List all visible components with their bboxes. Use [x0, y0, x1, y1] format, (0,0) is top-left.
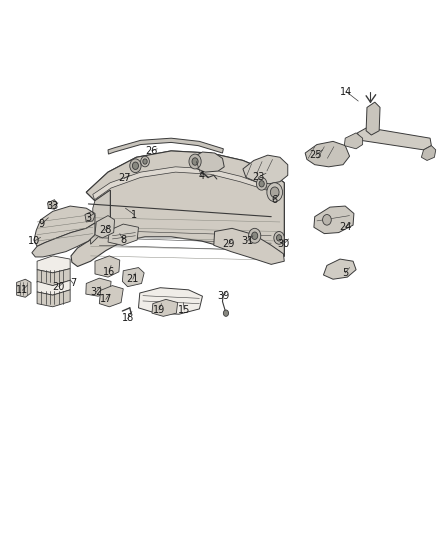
Text: 14: 14: [340, 86, 352, 96]
Circle shape: [259, 181, 264, 187]
Polygon shape: [37, 290, 70, 307]
Polygon shape: [193, 152, 224, 172]
Circle shape: [223, 310, 229, 317]
Polygon shape: [34, 206, 95, 246]
Polygon shape: [108, 138, 223, 154]
Text: 6: 6: [272, 195, 278, 205]
Circle shape: [249, 228, 261, 243]
Polygon shape: [122, 268, 144, 287]
Text: 28: 28: [99, 225, 111, 236]
Circle shape: [132, 162, 138, 169]
Text: 5: 5: [342, 268, 348, 278]
Polygon shape: [152, 300, 178, 317]
Polygon shape: [17, 279, 31, 297]
Circle shape: [192, 158, 198, 165]
Text: 26: 26: [145, 146, 158, 156]
Text: 23: 23: [252, 172, 265, 182]
Circle shape: [267, 183, 283, 202]
Polygon shape: [37, 256, 70, 273]
Circle shape: [189, 154, 201, 169]
Polygon shape: [357, 127, 431, 150]
Circle shape: [130, 159, 141, 173]
Text: 7: 7: [70, 278, 76, 288]
Circle shape: [276, 235, 282, 241]
Polygon shape: [91, 190, 110, 244]
Polygon shape: [37, 280, 70, 295]
Text: 24: 24: [339, 222, 351, 232]
Text: 32: 32: [90, 287, 102, 297]
Polygon shape: [85, 212, 95, 222]
Polygon shape: [344, 133, 363, 149]
Circle shape: [270, 187, 279, 198]
Polygon shape: [37, 269, 70, 286]
Text: 30: 30: [277, 239, 290, 249]
Polygon shape: [214, 228, 284, 264]
Polygon shape: [71, 151, 284, 266]
Text: 29: 29: [223, 239, 235, 249]
Text: 9: 9: [39, 219, 45, 229]
Polygon shape: [95, 216, 115, 238]
Text: 31: 31: [241, 236, 254, 246]
Text: 11: 11: [16, 285, 28, 295]
Polygon shape: [47, 200, 57, 209]
Text: 3: 3: [85, 213, 92, 223]
Polygon shape: [138, 288, 202, 314]
Polygon shape: [323, 259, 356, 279]
Polygon shape: [99, 286, 123, 307]
Text: 20: 20: [53, 281, 65, 292]
Circle shape: [322, 215, 331, 225]
Polygon shape: [32, 223, 95, 257]
Polygon shape: [93, 167, 267, 200]
Text: 10: 10: [28, 236, 41, 246]
Text: 17: 17: [100, 294, 112, 304]
Text: 27: 27: [118, 173, 131, 183]
Text: 25: 25: [309, 150, 322, 160]
Text: 8: 8: [120, 235, 126, 245]
Text: 4: 4: [198, 172, 205, 181]
Polygon shape: [366, 102, 380, 135]
Circle shape: [143, 159, 147, 164]
Circle shape: [256, 177, 267, 190]
Text: 39: 39: [217, 291, 230, 301]
Polygon shape: [314, 206, 354, 233]
Circle shape: [252, 232, 258, 239]
Text: 33: 33: [46, 201, 59, 211]
Polygon shape: [108, 224, 138, 245]
Polygon shape: [95, 256, 120, 277]
Polygon shape: [305, 141, 350, 167]
Polygon shape: [243, 155, 288, 184]
Polygon shape: [86, 151, 284, 201]
Text: 15: 15: [178, 305, 191, 315]
Polygon shape: [86, 278, 111, 296]
Text: 19: 19: [153, 305, 165, 315]
Text: 16: 16: [103, 267, 116, 277]
Polygon shape: [421, 146, 436, 160]
Circle shape: [141, 156, 149, 167]
Circle shape: [274, 231, 284, 244]
Text: 21: 21: [127, 274, 139, 284]
Text: 18: 18: [121, 313, 134, 324]
Text: 1: 1: [131, 209, 137, 220]
